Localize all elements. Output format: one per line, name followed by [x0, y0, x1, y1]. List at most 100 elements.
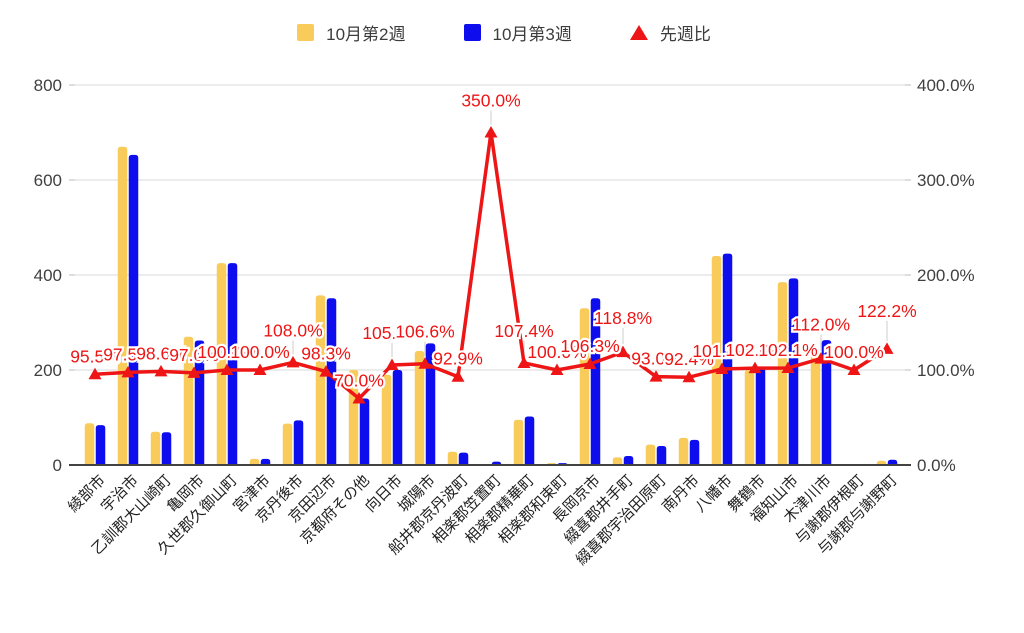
ratio-marker-icon — [880, 342, 894, 354]
ratio-marker-icon — [748, 361, 762, 374]
ratio-marker-icon — [385, 358, 399, 370]
ratio-label: 95.5% — [70, 346, 120, 366]
left-axis-tick: 800 — [34, 76, 62, 95]
left-axis-tick: 200 — [34, 361, 62, 380]
bar — [392, 370, 403, 465]
bar — [876, 460, 887, 465]
ratio-label: 101.1% — [692, 341, 751, 361]
bar — [183, 336, 194, 465]
ratio-label: 100.0% — [230, 342, 289, 362]
ratio-marker-icon — [550, 363, 564, 375]
ratio-label: 97.5% — [103, 344, 153, 364]
ratio-marker-icon — [616, 345, 630, 358]
bar — [777, 282, 788, 465]
right-axis-tick: 100.0% — [917, 361, 975, 380]
legend-item-ratio: 先週比 — [629, 20, 711, 45]
bar — [513, 419, 524, 465]
ratio-label: 107.4% — [494, 321, 553, 341]
ratio-label: 98.6% — [136, 343, 186, 363]
bar — [689, 439, 700, 465]
ratio-marker-icon — [781, 361, 795, 374]
bar — [887, 459, 898, 465]
bar — [293, 420, 304, 465]
bar — [711, 256, 722, 465]
left-axis-tick: 0 — [53, 456, 62, 475]
bar — [590, 298, 601, 465]
bar — [381, 374, 392, 465]
ratio-marker-icon — [451, 370, 465, 382]
bar — [227, 263, 238, 465]
ratio-marker-icon — [121, 365, 135, 378]
legend-item-week2: 10月第2週 — [297, 20, 406, 45]
bar — [579, 308, 590, 465]
week3-swatch-icon — [463, 24, 481, 41]
ratio-marker-icon — [715, 362, 729, 374]
bar — [150, 431, 161, 465]
ratio-marker-icon — [154, 364, 168, 377]
bar — [117, 146, 128, 465]
bar — [359, 398, 370, 465]
left-axis-tick: 600 — [34, 171, 62, 190]
bar — [744, 370, 755, 465]
ratio-label: 100.0% — [824, 342, 883, 362]
ratio-label: 93.0% — [631, 349, 681, 369]
ratio-label: 70.0% — [334, 371, 384, 391]
bar — [425, 343, 436, 465]
ratio-label: 100.0% — [197, 342, 256, 362]
bar — [249, 458, 260, 465]
ratio-label: 112.0% — [792, 315, 850, 335]
ratio-label: 105.3% — [362, 323, 421, 343]
bar — [821, 340, 832, 465]
bar — [447, 451, 458, 465]
ratio-marker-icon — [286, 355, 300, 368]
bar — [645, 444, 656, 465]
bar — [524, 416, 535, 465]
bar — [414, 351, 425, 465]
legend-item-week3: 10月第3週 — [463, 20, 572, 45]
ratio-marker-icon — [484, 126, 498, 138]
ratio-marker-icon — [187, 366, 201, 378]
week2-swatch-icon — [297, 24, 315, 41]
right-axis-tick: 200.0% — [917, 266, 975, 285]
bar — [282, 423, 293, 465]
legend-label-week3: 10月第3週 — [492, 25, 572, 44]
bar — [623, 455, 634, 465]
chart-legend: 10月第2週 10月第3週 先週比 — [0, 20, 1016, 45]
ratio-label: 350.0% — [461, 91, 520, 111]
legend-label-ratio: 先週比 — [659, 25, 711, 44]
ratio-label: 118.8% — [594, 308, 652, 328]
bar — [755, 368, 766, 465]
ratio-marker-icon — [847, 363, 861, 375]
bar — [326, 298, 337, 465]
bar — [656, 446, 667, 465]
bar — [260, 458, 271, 465]
ratio-label: 106.3% — [560, 336, 619, 356]
ratio-marker-icon — [253, 363, 267, 375]
bar — [315, 295, 326, 465]
ratio-label: 106.6% — [395, 322, 454, 342]
ratio-marker-icon — [583, 357, 597, 370]
bar — [95, 425, 106, 465]
ratio-label: 98.3% — [301, 344, 351, 364]
ratio-marker-icon — [352, 392, 366, 404]
right-axis-tick: 400.0% — [917, 76, 975, 95]
ratio-label: 108.0% — [263, 320, 322, 340]
ratio-marker-icon — [220, 363, 234, 375]
ratio-triangle-icon — [629, 25, 648, 40]
bar — [612, 457, 623, 465]
ratio-marker-icon — [682, 370, 696, 383]
ratio-marker-icon — [814, 352, 828, 364]
bar — [128, 154, 139, 465]
ratio-label: 102.0% — [725, 340, 784, 360]
legend-label-week2: 10月第2週 — [326, 25, 406, 44]
ratio-label: 92.9% — [433, 349, 483, 369]
bar — [458, 452, 469, 465]
bar — [84, 423, 95, 465]
right-axis-tick: 300.0% — [917, 171, 975, 190]
left-axis-tick: 400 — [34, 266, 62, 285]
bar — [216, 263, 227, 465]
ratio-marker-icon — [649, 370, 663, 382]
bar — [161, 432, 172, 465]
